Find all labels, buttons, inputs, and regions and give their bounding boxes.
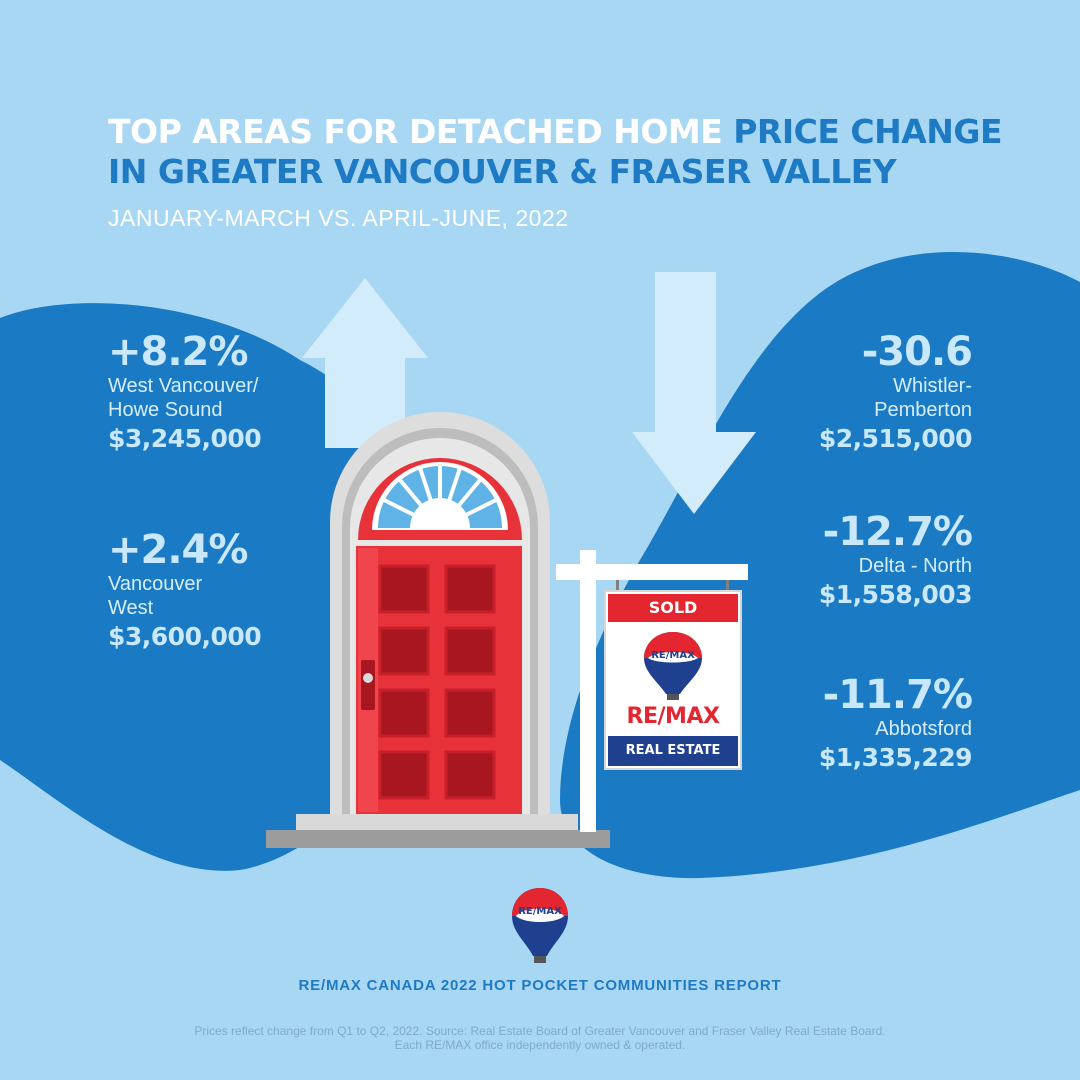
remax-balloon-icon	[644, 632, 702, 700]
sold-label: SOLD	[608, 594, 738, 622]
stat-area: West Vancouver/ Howe Sound	[108, 375, 259, 421]
title-part1: TOP AREAS FOR DETACHED HOME	[108, 112, 734, 151]
stat-price: $2,515,000	[818, 424, 973, 453]
stat-area: Vancouver West	[108, 573, 203, 619]
down-arrow-icon	[632, 272, 756, 514]
stat-area: Whistler- Pemberton	[874, 375, 972, 421]
stat-change: -12.7%	[822, 509, 973, 555]
stat-area: Abbotsford	[875, 718, 972, 740]
stat-change: -11.7%	[822, 672, 973, 718]
stat-change: +8.2%	[108, 329, 248, 375]
stat-price: $1,335,229	[818, 743, 973, 772]
remax-logo: RE/MAX	[508, 886, 572, 971]
stat-price: $3,600,000	[108, 622, 262, 651]
stat-price: $3,245,000	[108, 424, 262, 453]
logo-text: RE/MAX	[518, 906, 562, 917]
disclaimer-line1: Prices reflect change from Q1 to Q2, 202…	[194, 1024, 886, 1038]
disclaimer: Prices reflect change from Q1 to Q2, 202…	[90, 1024, 990, 1052]
stat-whistler-pemberton: -30.6 Whistler- Pemberton $2,515,000	[818, 329, 973, 456]
up-arrow-icon	[302, 278, 428, 448]
report-title: RE/MAX CANADA 2022 HOT POCKET COMMUNITIE…	[298, 977, 782, 994]
stat-abbotsford: -11.7% Abbotsford $1,335,229	[818, 672, 973, 775]
remax-balloon-icon	[512, 888, 568, 963]
stat-area: Delta - North	[858, 555, 972, 577]
page-title: TOP AREAS FOR DETACHED HOME PRICE CHANGE…	[108, 112, 1008, 192]
red-door-illustration	[266, 412, 610, 848]
stat-delta-north: -12.7% Delta - North $1,558,003	[818, 509, 973, 612]
remax-wordmark: RE/MAX	[626, 704, 720, 729]
sold-sign: SOLD RE/MAX RE/MAX REAL ESTATE	[604, 590, 742, 770]
balloon-text: RE/MAX	[651, 650, 695, 661]
title-line2: IN GREATER VANCOUVER & FRASER VALLEY	[108, 152, 897, 191]
date-range-subtitle: JANUARY-MARCH VS. APRIL-JUNE, 2022	[108, 205, 569, 231]
disclaimer-line2: Each RE/MAX office independently owned &…	[394, 1038, 686, 1052]
stat-price: $1,558,003	[818, 580, 973, 609]
stat-change: -30.6	[861, 329, 973, 375]
sign-post	[556, 550, 748, 832]
stat-vancouver-west: +2.4% Vancouver West $3,600,000	[108, 527, 262, 654]
stat-west-vancouver: +8.2% West Vancouver/ Howe Sound $3,245,…	[108, 329, 262, 456]
real-estate-label: REAL ESTATE	[608, 736, 738, 766]
stat-change: +2.4%	[108, 527, 248, 573]
title-part2: PRICE CHANGE	[733, 112, 1002, 151]
